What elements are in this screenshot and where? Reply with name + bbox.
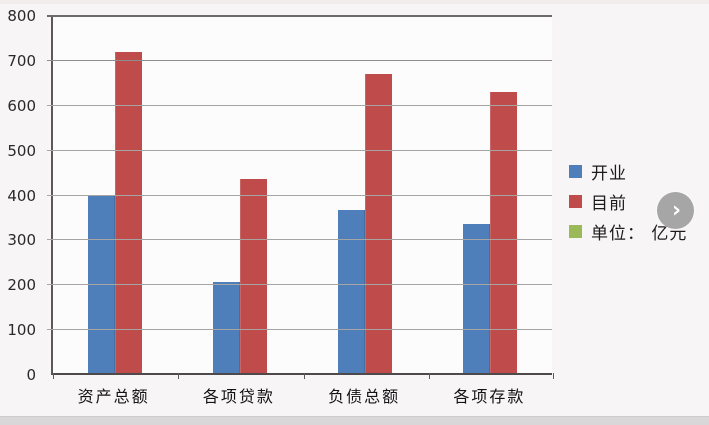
y-tick-label-100: 100	[7, 321, 36, 340]
x-tick-2	[303, 373, 305, 379]
gridline-y-200	[47, 284, 552, 286]
legend-label: 开业	[591, 163, 627, 184]
x-tick-4	[553, 373, 554, 379]
x-tick-3	[428, 373, 430, 379]
y-tick-label-200: 200	[7, 276, 36, 295]
gridline-y-800	[47, 15, 552, 17]
bar-开业-负债总额	[337, 210, 365, 373]
bar-目前-资产总额	[115, 51, 143, 373]
y-tick-label-0: 0	[26, 366, 36, 384]
x-category-label-1: 各项贷款	[202, 387, 275, 406]
y-tick-label-300: 300	[7, 231, 36, 250]
carousel-next-button[interactable]: ›	[657, 192, 694, 229]
gridline-y-300	[47, 239, 552, 241]
gridline-y-600	[47, 104, 552, 106]
photo-top-tint	[0, 0, 709, 4]
bar-group-1	[178, 16, 303, 373]
gridline-y-500	[47, 149, 552, 151]
x-axis-labels: 资产总额 各项贷款 负债总额 各项存款	[51, 383, 552, 407]
gridline-y-100	[47, 329, 552, 331]
gridline-y-700	[47, 59, 552, 61]
x-category-label-2: 负债总额	[328, 387, 401, 406]
plot-area	[47, 15, 554, 379]
legend-swatch-icon	[569, 224, 582, 238]
y-tick-label-700: 700	[7, 51, 36, 70]
bar-目前-负债总额	[364, 74, 392, 373]
bar-开业-资产总额	[88, 194, 116, 373]
legend-swatch-icon	[569, 194, 582, 208]
bar-开业-各项存款	[462, 223, 490, 373]
photo-bottom-strip	[0, 416, 709, 425]
bar-目前-各项贷款	[240, 178, 268, 373]
y-tick-label-500: 500	[7, 141, 36, 160]
x-tick-0	[53, 373, 54, 379]
bar-group-2	[303, 16, 428, 373]
y-tick-label-600: 600	[7, 96, 36, 115]
chart-legend: 开业目前单位： 亿元	[569, 162, 687, 252]
bar-group-3	[427, 16, 552, 373]
gridline-y-400	[47, 194, 552, 196]
legend-label: 单位： 亿元	[591, 223, 688, 244]
legend-item-1: 目前	[569, 192, 687, 214]
bar-开业-各项贷款	[213, 281, 241, 373]
x-category-label-3: 各项存款	[453, 387, 526, 406]
legend-swatch-icon	[569, 164, 582, 178]
legend-item-0: 开业	[569, 162, 687, 184]
legend-label: 目前	[591, 193, 627, 214]
chevron-right-icon: ›	[671, 197, 682, 223]
x-category-label-0: 资产总额	[77, 387, 150, 406]
x-tick-1	[178, 373, 180, 379]
legend-item-2: 单位： 亿元	[569, 222, 687, 244]
bar-目前-各项存款	[489, 91, 517, 373]
y-axis-labels: 0 100 200 300 400 500 600 700 800	[0, 0, 44, 425]
bar-groups	[53, 16, 552, 373]
y-tick-label-800: 800	[7, 7, 36, 25]
y-tick-label-400: 400	[7, 186, 36, 205]
